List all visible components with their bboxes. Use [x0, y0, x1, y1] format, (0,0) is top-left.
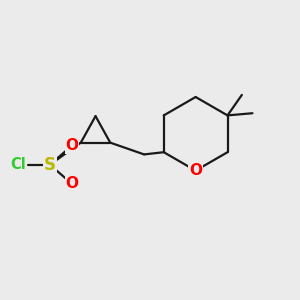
Text: O: O: [65, 176, 79, 191]
Text: S: S: [44, 156, 56, 174]
Text: Cl: Cl: [11, 157, 26, 172]
Text: O: O: [189, 163, 202, 178]
Text: O: O: [65, 138, 79, 153]
